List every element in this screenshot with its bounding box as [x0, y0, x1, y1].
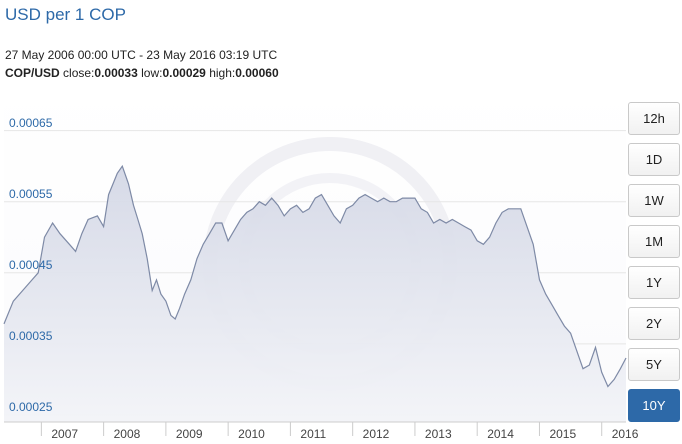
close-label: close: — [63, 66, 95, 80]
high-value: 0.00060 — [235, 66, 279, 80]
date-range: 27 May 2006 00:00 UTC - 23 May 2016 03:1… — [5, 48, 278, 62]
range-button-5y[interactable]: 5Y — [628, 348, 680, 381]
y-tick-label: 0.00065 — [9, 115, 53, 130]
range-button-1m[interactable]: 1M — [628, 225, 680, 258]
pair-label: COP/USD — [5, 66, 60, 80]
range-button-12h[interactable]: 12h — [628, 102, 680, 135]
x-tick-label: 2015 — [549, 427, 576, 441]
series-line — [3, 164, 627, 388]
y-tick-label: 0.00035 — [9, 328, 53, 343]
x-tick-label: 2011 — [300, 427, 326, 441]
low-value: 0.00029 — [162, 66, 206, 80]
stats-line: COP/USD close:0.00033 low:0.00029 high:0… — [5, 66, 279, 80]
range-button-10y[interactable]: 10Y — [628, 389, 680, 422]
x-grid-lines — [40, 422, 603, 436]
x-tick-label: 2007 — [51, 427, 78, 441]
price-chart[interactable]: 2007 2008 2009 2010 2011 2012 2013 2014 2015 2016 — [0, 86, 682, 444]
range-button-1y[interactable]: 1Y — [628, 266, 680, 299]
range-button-1w[interactable]: 1W — [628, 184, 680, 217]
x-tick-label: 2012 — [363, 427, 390, 441]
x-tick-label: 2008 — [114, 427, 141, 441]
y-tick-label: 0.00025 — [9, 399, 53, 414]
range-button-2y[interactable]: 2Y — [628, 307, 680, 340]
close-value: 0.00033 — [94, 66, 138, 80]
y-tick-label: 0.00055 — [9, 186, 53, 201]
x-tick-label: 2009 — [176, 427, 203, 441]
x-tick-label: 2013 — [425, 427, 452, 441]
low-label: low: — [141, 66, 163, 80]
x-tick-label: 2016 — [612, 427, 639, 441]
x-tick-label: 2014 — [487, 427, 514, 441]
chart-title: USD per 1 COP — [5, 5, 126, 24]
range-button-1d[interactable]: 1D — [628, 143, 680, 176]
x-axis-ticks: 2007 2008 2009 2010 2011 2012 2013 2014 2015 2016 — [51, 427, 638, 441]
high-label: high: — [209, 66, 236, 80]
x-tick-label: 2010 — [238, 427, 265, 441]
y-tick-label: 0.00045 — [9, 257, 53, 272]
